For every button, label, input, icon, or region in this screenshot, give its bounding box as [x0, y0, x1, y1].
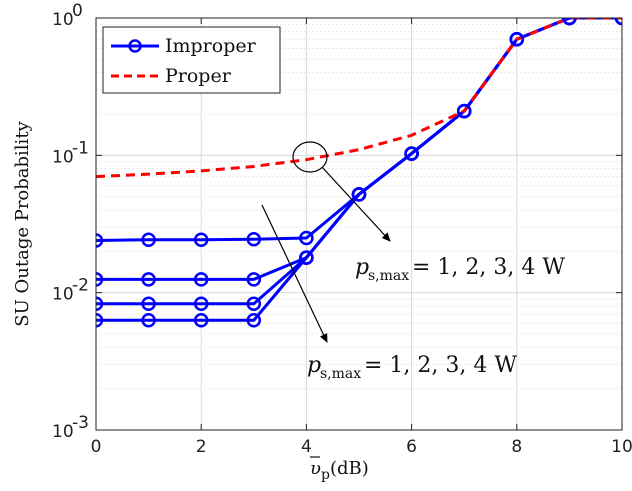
- improper-marker-2-4: [299, 250, 314, 265]
- x-tick-label: 10: [611, 437, 632, 457]
- y-tick-label: 10: [52, 285, 74, 305]
- improper-marker-3-8: [509, 32, 525, 47]
- improper-marker-3-2: [193, 232, 209, 247]
- legend-box: [102, 26, 281, 94]
- annotation-upper-symbol: p: [355, 255, 369, 280]
- legend-improper-marker: [128, 39, 142, 53]
- x-axis-label-sub: p: [321, 467, 330, 483]
- series-layer: [96, 18, 622, 328]
- improper-marker-3-9: [562, 18, 577, 26]
- x-tick-label: 0: [91, 437, 102, 457]
- improper-marker-3-4: [299, 230, 314, 246]
- improper-marker-0-3: [246, 312, 262, 328]
- y-tick-label: 10: [52, 10, 74, 30]
- annotation-ellipse: [292, 141, 328, 173]
- improper-marker-3-5: [351, 187, 367, 202]
- x-tick-label: 8: [511, 437, 522, 457]
- annotation-label-upper: p s,max = 1, 2, 3, 4 W: [355, 255, 565, 284]
- x-tick-label: 2: [196, 437, 207, 457]
- annotation-lower-sub: s,max: [320, 366, 361, 382]
- legend: Improper Proper: [102, 26, 281, 94]
- y-axis-label: SU Outage Probability: [12, 120, 33, 326]
- improper-marker-3-6: [404, 146, 419, 161]
- y-tick-exponent: -1: [72, 138, 89, 158]
- annotation-upper-sub: s,max: [368, 268, 409, 284]
- improper-marker-3-1: [141, 232, 156, 247]
- legend-improper-label: Improper: [165, 35, 257, 57]
- y-tick-exponent: -2: [72, 276, 89, 296]
- x-axis-label-unit: (dB): [330, 458, 369, 479]
- improper-marker-0-1: [141, 312, 156, 328]
- x-tick-label: 4: [301, 437, 312, 457]
- legend-proper-label: Proper: [165, 65, 232, 87]
- improper-marker-1-1: [141, 296, 156, 312]
- y-tick-label: 10: [52, 147, 74, 167]
- annotation-label-lower: p s,max = 1, 2, 3, 4 W: [307, 353, 517, 382]
- improper-marker-2-3: [246, 272, 262, 287]
- improper-marker-3-7: [456, 103, 472, 119]
- y-tick-exponent: 0: [72, 1, 83, 21]
- y-tick-exponent: -3: [72, 413, 89, 433]
- improper-marker-0-0: [96, 312, 104, 328]
- annotation-lower-symbol: p: [307, 353, 321, 378]
- improper-marker-2-2: [193, 272, 209, 287]
- x-tick-label: 6: [406, 437, 417, 457]
- annotation-arrow-upper: [321, 166, 391, 242]
- improper-marker-1-0: [96, 296, 104, 312]
- improper-marker-2-1: [141, 272, 156, 287]
- improper-marker-0-2: [193, 312, 209, 328]
- y-tick-label: 10: [52, 422, 74, 442]
- x-axis-label: υ p (dB): [310, 456, 369, 483]
- annotation-upper-text: = 1, 2, 3, 4 W: [412, 255, 565, 280]
- x-axis-label-symbol: υ: [310, 458, 321, 479]
- improper-marker-3-0: [96, 233, 104, 248]
- plot-frame: [95, 17, 623, 431]
- annotation-arrow-lower: [261, 204, 328, 343]
- improper-marker-1-3: [246, 296, 262, 312]
- proper-series-line-4: [96, 18, 622, 179]
- improper-marker-3-3: [246, 231, 262, 247]
- improper-marker-1-2: [193, 296, 209, 312]
- improper-marker-2-0: [96, 272, 104, 287]
- annotation-lower-text: = 1, 2, 3, 4 W: [364, 353, 517, 378]
